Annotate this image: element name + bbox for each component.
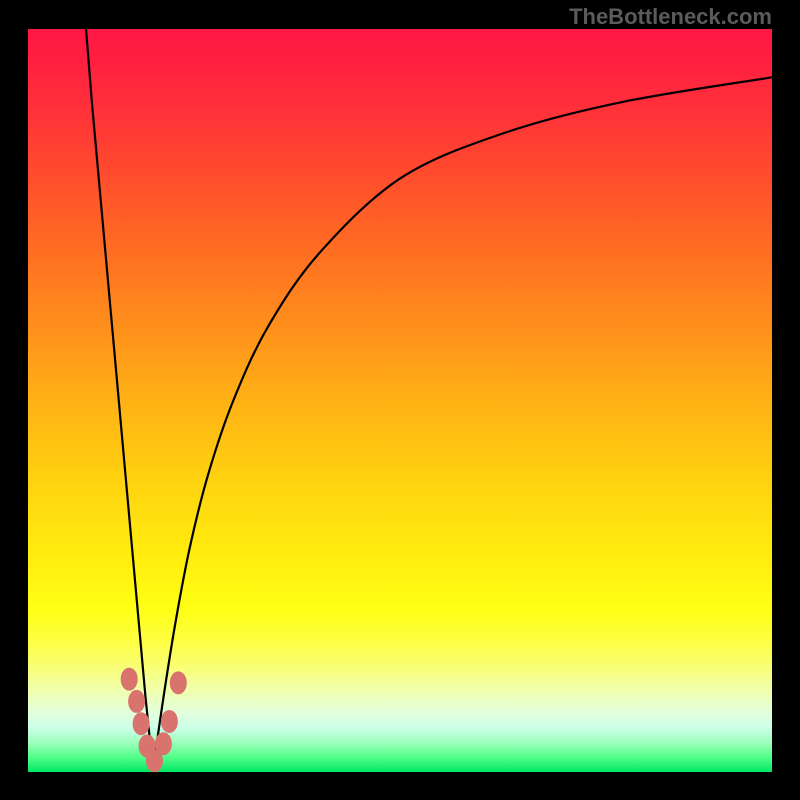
valley-marker [170, 672, 186, 694]
plot-area [28, 29, 772, 772]
curve-svg [28, 29, 772, 772]
valley-marker [161, 710, 177, 732]
valley-marker [121, 668, 137, 690]
valley-markers [121, 668, 186, 772]
watermark-text: TheBottleneck.com [569, 4, 772, 30]
valley-marker [129, 690, 145, 712]
valley-marker [155, 733, 171, 755]
chart-container: TheBottleneck.com [0, 0, 800, 800]
curve-right-branch [153, 77, 772, 769]
valley-marker [133, 713, 149, 735]
curve-left-branch [86, 29, 153, 770]
